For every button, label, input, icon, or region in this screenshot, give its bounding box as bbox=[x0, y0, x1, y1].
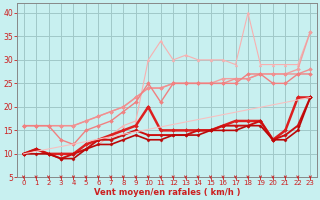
X-axis label: Vent moyen/en rafales ( km/h ): Vent moyen/en rafales ( km/h ) bbox=[94, 188, 240, 197]
